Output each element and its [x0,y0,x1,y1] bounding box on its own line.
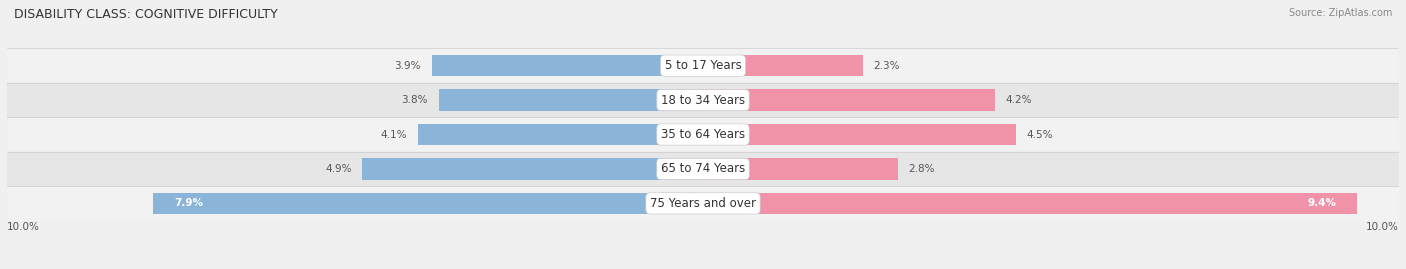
Bar [703,158,898,180]
Text: 10.0%: 10.0% [7,222,39,232]
Bar [439,89,703,111]
Text: DISABILITY CLASS: COGNITIVE DIFFICULTY: DISABILITY CLASS: COGNITIVE DIFFICULTY [14,8,278,21]
Text: 4.2%: 4.2% [1005,95,1032,105]
Bar [703,193,1357,214]
FancyBboxPatch shape [7,152,1399,186]
Text: 4.5%: 4.5% [1026,129,1053,140]
Bar [153,193,703,214]
Bar [361,158,703,180]
Text: Source: ZipAtlas.com: Source: ZipAtlas.com [1288,8,1392,18]
FancyBboxPatch shape [7,186,1399,221]
Bar [432,55,703,76]
Text: 3.8%: 3.8% [402,95,427,105]
Text: 10.0%: 10.0% [1367,222,1399,232]
Bar [703,89,995,111]
Text: 4.9%: 4.9% [325,164,352,174]
Bar [703,124,1017,145]
Bar [418,124,703,145]
Text: 7.9%: 7.9% [174,198,202,208]
Text: 5 to 17 Years: 5 to 17 Years [665,59,741,72]
FancyBboxPatch shape [7,48,1399,83]
Text: 18 to 34 Years: 18 to 34 Years [661,94,745,107]
Text: 35 to 64 Years: 35 to 64 Years [661,128,745,141]
Text: 2.8%: 2.8% [908,164,935,174]
Text: 65 to 74 Years: 65 to 74 Years [661,162,745,175]
Text: 75 Years and over: 75 Years and over [650,197,756,210]
FancyBboxPatch shape [7,83,1399,117]
Bar [703,55,863,76]
Text: 3.9%: 3.9% [395,61,422,71]
Text: 9.4%: 9.4% [1308,198,1336,208]
FancyBboxPatch shape [7,117,1399,152]
Text: 2.3%: 2.3% [873,61,900,71]
Legend: Male, Female: Male, Female [638,268,768,269]
Text: 4.1%: 4.1% [381,129,408,140]
